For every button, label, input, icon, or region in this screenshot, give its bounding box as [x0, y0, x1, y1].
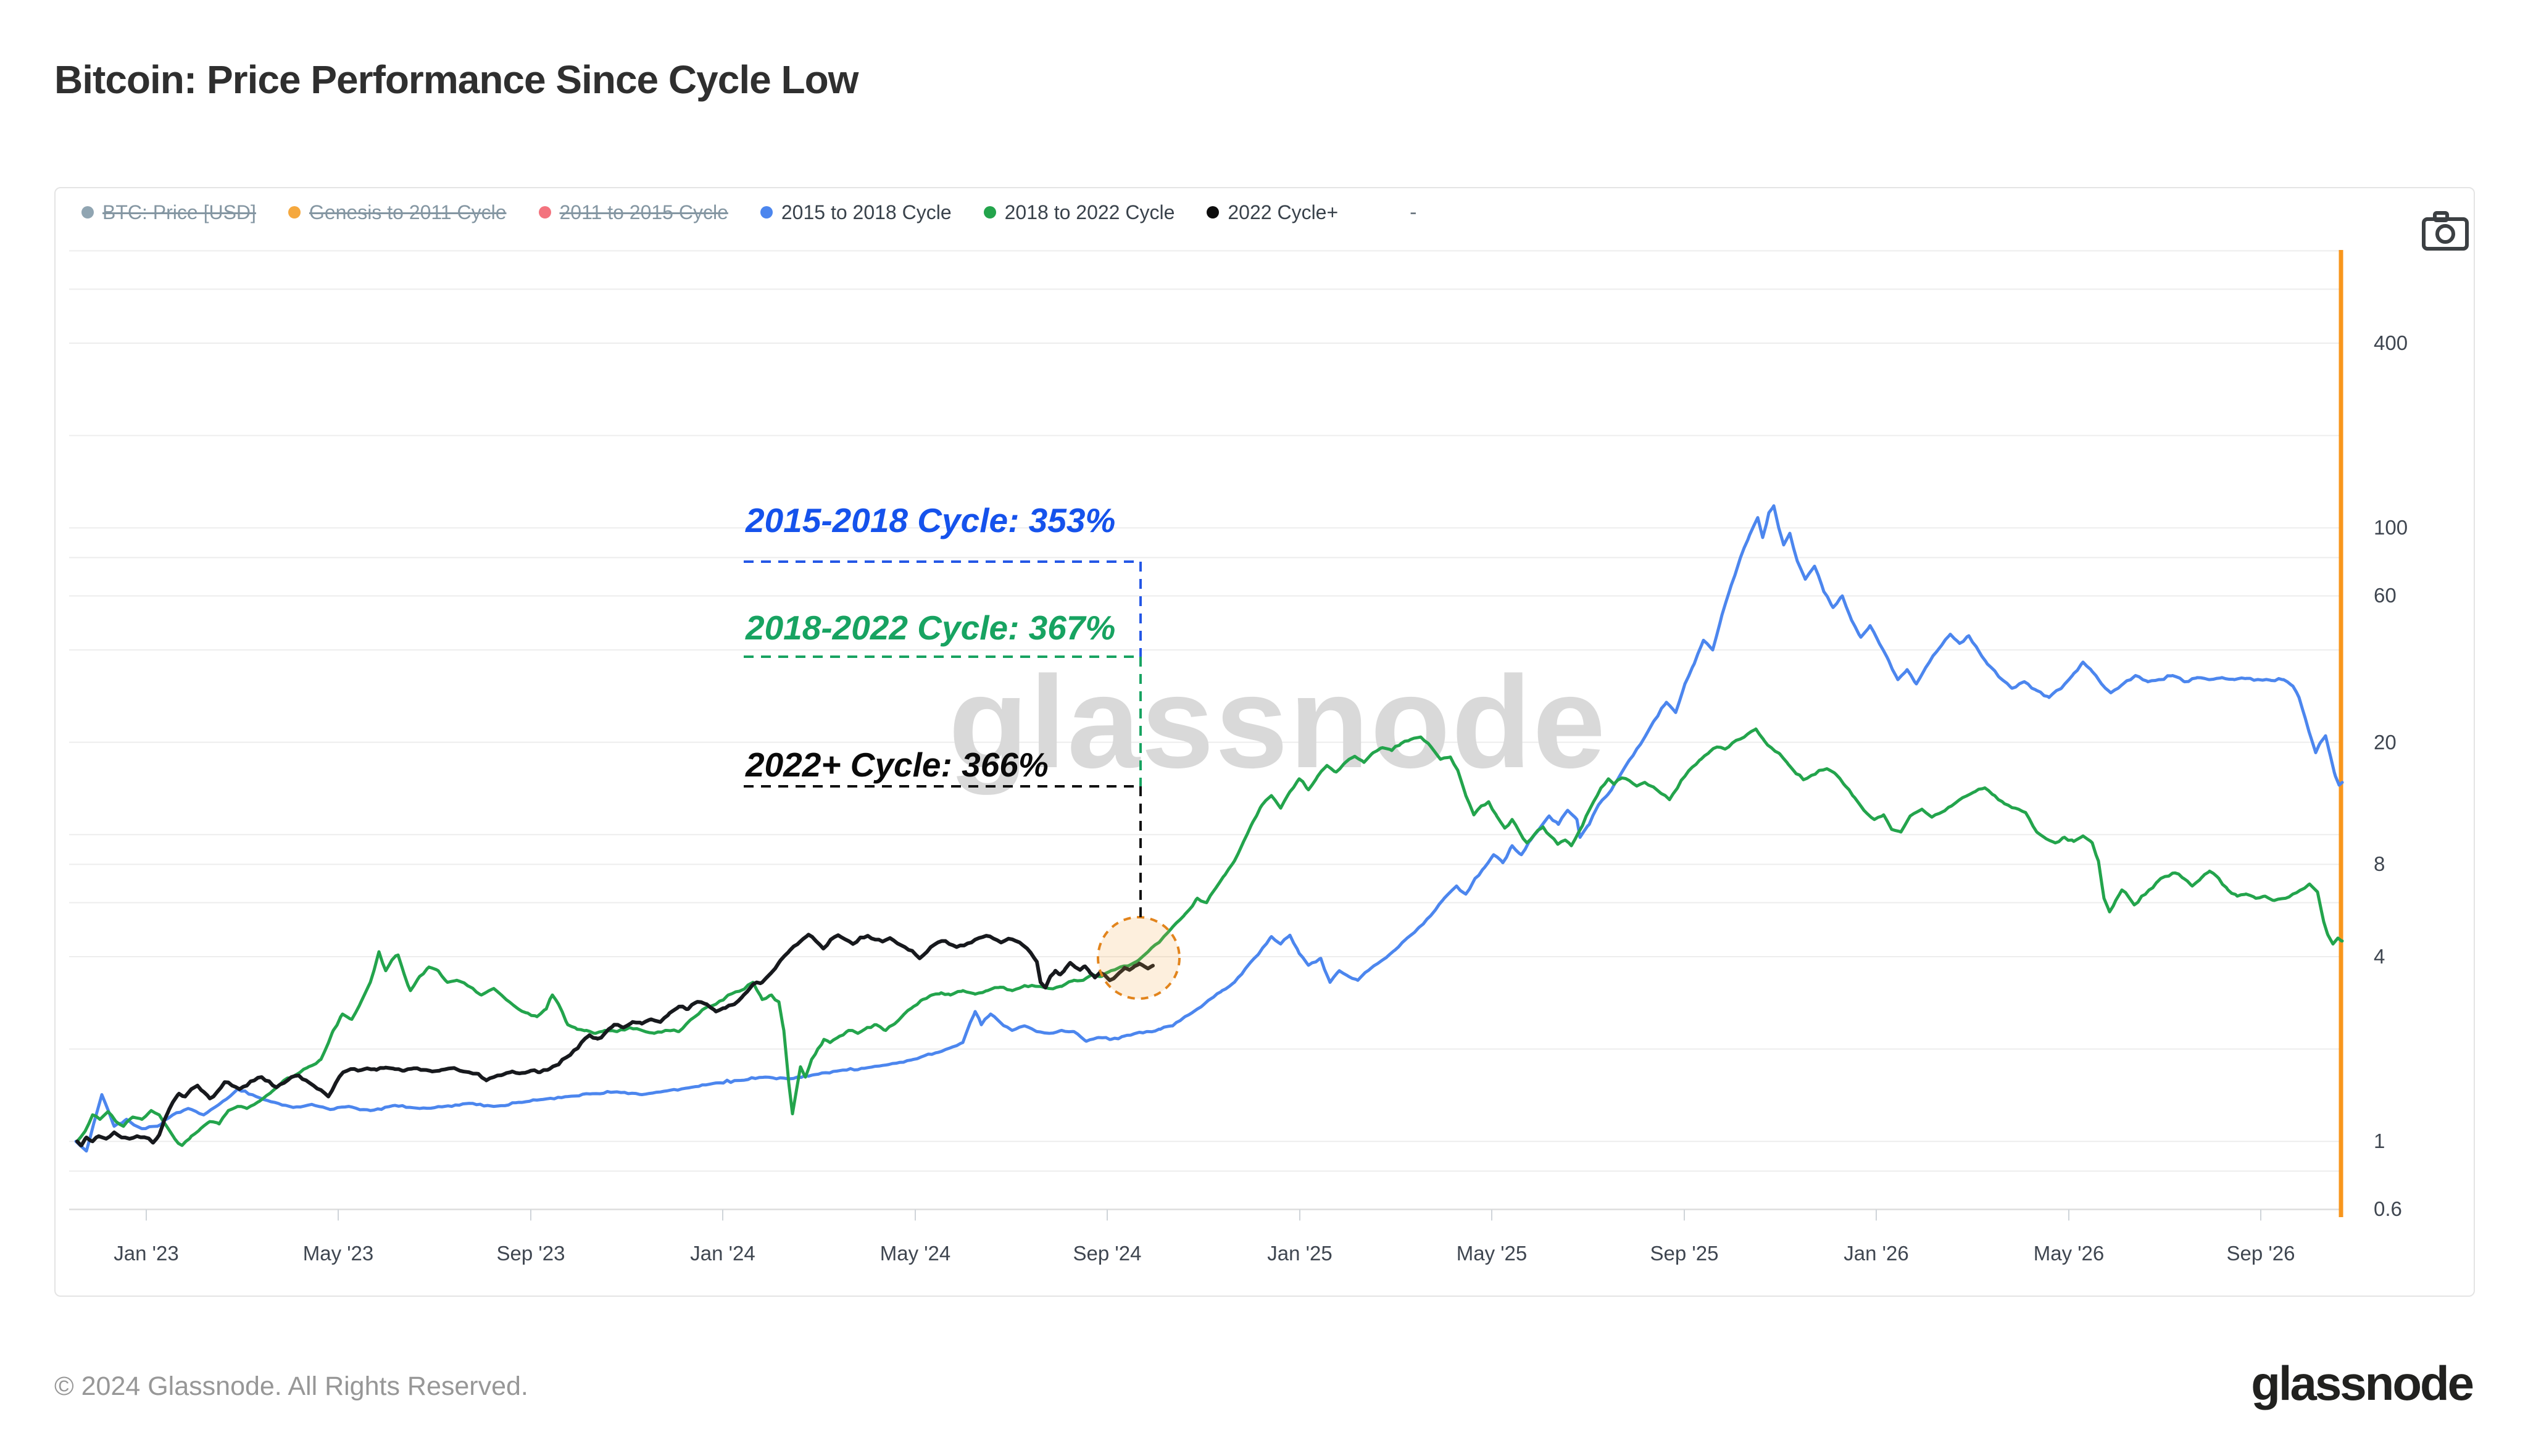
- y-axis-tick-label: 8: [2374, 852, 2385, 876]
- x-axis-tick-label: Jan '26: [1844, 1242, 1909, 1265]
- legend-dot-icon: [288, 206, 301, 218]
- annotation-2015-2018-cycle: 2015-2018 Cycle: 353%: [746, 501, 1116, 539]
- x-axis-tick-label: Sep '25: [1650, 1242, 1719, 1265]
- legend-trailing-dash: -: [1410, 200, 1417, 224]
- legend-dot-icon: [1207, 206, 1220, 218]
- x-axis-tick-label: Sep '24: [1073, 1242, 1142, 1265]
- x-axis-tick-label: May '23: [302, 1242, 374, 1265]
- legend-item[interactable]: 2022 Cycle+: [1207, 201, 1338, 224]
- legend-item[interactable]: 2015 to 2018 Cycle: [760, 201, 952, 224]
- legend-item-label: 2022 Cycle+: [1228, 201, 1339, 223]
- legend: BTC: Price [USD] Genesis to 2011 Cycle 201…: [81, 199, 1416, 226]
- legend-dot-icon: [81, 206, 94, 218]
- annotation-2022-cycle: 2022+ Cycle: 366%: [746, 746, 1049, 784]
- x-axis-tick-label: Jan '23: [114, 1242, 179, 1265]
- legend-item-label: 2015 to 2018 Cycle: [781, 201, 952, 223]
- y-axis-tick-label: 20: [2374, 730, 2397, 754]
- y-axis-tick-label: 60: [2374, 584, 2397, 607]
- x-axis-tick-label: May '26: [2033, 1242, 2105, 1265]
- annotation-2018-2022-cycle: 2018-2022 Cycle: 367%: [746, 609, 1116, 647]
- x-axis-tick-label: Sep '23: [496, 1242, 565, 1265]
- x-axis-tick-label: Jan '24: [690, 1242, 755, 1265]
- y-axis-tick-label: 1: [2374, 1129, 2385, 1153]
- x-axis-tick-label: Sep '26: [2226, 1242, 2295, 1265]
- x-axis-tick-label: May '25: [1456, 1242, 1528, 1265]
- legend-item-label: 2018 to 2022 Cycle: [1004, 201, 1175, 223]
- glassnode-logo: glassnode: [2251, 1356, 2474, 1410]
- camera-button[interactable]: [2417, 206, 2474, 256]
- legend-item-label: Genesis to 2011 Cycle: [309, 201, 507, 223]
- y-axis-tick-label: 400: [2374, 331, 2408, 354]
- legend-item-label: 2011 to 2015 Cycle: [559, 201, 728, 223]
- y-axis-tick-label: 4: [2374, 945, 2385, 968]
- legend-dot-icon: [983, 206, 996, 218]
- legend-dot-icon: [760, 206, 773, 218]
- y-axis-tick-label: 100: [2374, 516, 2408, 539]
- x-axis-tick-label: Jan '25: [1267, 1242, 1333, 1265]
- legend-dot-icon: [538, 206, 551, 218]
- legend-item[interactable]: 2018 to 2022 Cycle: [983, 201, 1175, 224]
- y-axis-tick-label: 0.6: [2374, 1197, 2402, 1221]
- page-title: Bitcoin: Price Performance Since Cycle L…: [54, 57, 859, 102]
- legend-item-label: BTC: Price [USD]: [102, 201, 256, 223]
- x-axis-tick-label: May '24: [879, 1242, 951, 1265]
- legend-item[interactable]: 2011 to 2015 Cycle: [538, 201, 728, 224]
- footer-copyright: © 2024 Glassnode. All Rights Reserved.: [54, 1371, 528, 1401]
- legend-item[interactable]: Genesis to 2011 Cycle: [288, 201, 507, 224]
- legend-item[interactable]: BTC: Price [USD]: [81, 201, 256, 224]
- camera-icon: [2422, 211, 2469, 251]
